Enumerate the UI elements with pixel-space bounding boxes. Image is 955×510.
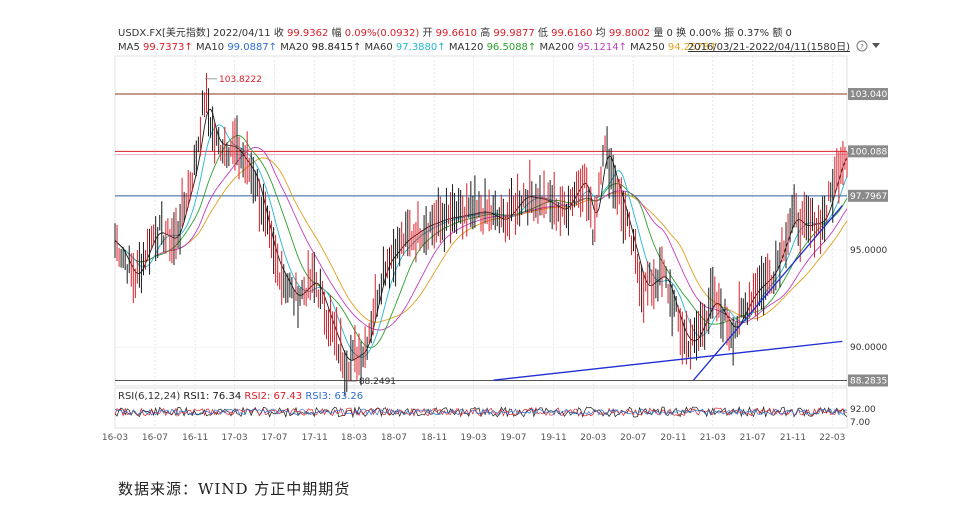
svg-text:?: ? — [860, 43, 864, 51]
header-field: 99.0887↑ — [224, 42, 277, 53]
quote-header: USDX.FX[美元指数] 2022/04/11 收 99.9362 幅 0.0… — [118, 26, 792, 39]
x-tick-label: 16-07 — [142, 433, 168, 443]
header-field: 振 0.37% — [721, 26, 769, 39]
source-caption: 数据来源：WIND 方正中期期货 — [118, 480, 351, 498]
usdx-chart: USDX.FX[美元指数] 2022/04/11 收 99.9362 幅 0.0… — [102, 26, 888, 443]
trendline — [493, 340, 843, 381]
header-field: 94.2578↑ — [665, 42, 718, 53]
x-tick-label: 18-07 — [381, 433, 407, 443]
x-tick-label: 17-03 — [221, 433, 247, 443]
x-tick-label: 17-11 — [302, 433, 328, 443]
x-tick-label: 18-03 — [341, 433, 367, 443]
header-field: MA250 — [627, 42, 665, 53]
rsi-value: RSI2: 67.43 — [244, 391, 305, 402]
header-field: MA120 — [446, 42, 484, 53]
header-field: 96.5088↑ — [483, 42, 536, 53]
x-tick-label: 19-03 — [460, 433, 486, 443]
level-label: 97.7967 — [850, 192, 887, 202]
header-field: 99.6160 — [548, 28, 593, 39]
trendline — [692, 205, 843, 381]
header-field: 99.6610 — [432, 28, 477, 39]
rsi-axis-top: 92.00 — [850, 405, 876, 415]
header-field: 99.9877 — [490, 28, 535, 39]
header-field: 换 0.00% — [673, 26, 721, 39]
level-label: 88.2835 — [850, 376, 887, 386]
x-tick-label: 20-07 — [620, 433, 646, 443]
header-field: 量 0 — [650, 27, 673, 39]
date-range-label[interactable]: 2016/03/21-2022/04/11(1580日) — [688, 42, 850, 53]
level-label-bg — [848, 374, 888, 387]
level-label-bg — [848, 145, 888, 158]
x-tick-label: 19-11 — [541, 433, 567, 443]
header-field: 低 — [535, 26, 548, 39]
header-field: USDX.FX[美元指数] — [118, 26, 210, 39]
header-field: 开 — [419, 28, 432, 39]
header-field: 收 — [271, 26, 284, 39]
x-tick-label: 17-07 — [261, 433, 287, 443]
x-tick-label: 20-03 — [580, 433, 606, 443]
rsi-axis-bottom: 7.00 — [850, 418, 870, 428]
header-field: MA200 — [536, 42, 574, 53]
rsi-line — [114, 405, 848, 419]
ma-header: MA5 99.7373↑ MA10 99.0887↑ MA20 98.8415↑… — [118, 42, 718, 53]
annotation-label: 103.8222 — [219, 75, 262, 85]
header-field: 99.7373↑ — [140, 42, 193, 53]
x-tick-label: 19-07 — [500, 433, 526, 443]
caret-down-icon[interactable] — [872, 43, 880, 48]
rsi-label: RSI(6,12,24) — [118, 391, 183, 402]
header-field: 99.9362 — [284, 28, 329, 39]
x-tick-label: 16-03 — [102, 433, 128, 443]
header-field: MA20 — [277, 42, 308, 53]
header-field: MA5 — [118, 42, 140, 53]
level-label-bg — [848, 88, 888, 101]
x-tick-label: 21-03 — [700, 433, 726, 443]
x-tick-label: 20-11 — [660, 433, 686, 443]
header-field: 幅 — [328, 26, 341, 39]
rsi-line — [114, 406, 848, 417]
header-field: 额 0 — [769, 26, 792, 39]
x-tick-label: 22-03 — [819, 433, 845, 443]
header-field: 均 — [592, 27, 605, 39]
level-label: 100.088 — [850, 147, 887, 157]
rsi-value: RSI1: 76.34 — [183, 391, 244, 402]
header-field: 高 — [477, 26, 490, 39]
header-field: 99.8002 — [606, 28, 651, 39]
x-tick-label: 21-07 — [740, 433, 766, 443]
header-field: MA10 — [193, 42, 224, 53]
y-tick-label: 90.0000 — [850, 343, 887, 353]
x-tick-label: 16-11 — [182, 433, 208, 443]
rsi-header: RSI(6,12,24) RSI1: 76.34 RSI2: 67.43 RSI… — [118, 391, 363, 402]
y-tick-label: 95.0000 — [850, 246, 887, 256]
header-field: 95.1214↑ — [574, 42, 627, 53]
level-label: 103.040 — [850, 90, 887, 100]
rsi-line — [114, 408, 848, 416]
question-circle-icon[interactable]: ? — [856, 40, 868, 52]
header-field: 97.3880↑ — [393, 42, 446, 53]
annotation-label: 88.2491 — [359, 377, 396, 387]
header-field: 0.09%(0.0932) — [342, 28, 420, 39]
header-field: MA60 — [361, 42, 392, 53]
x-tick-label: 21-11 — [780, 433, 806, 443]
x-tick-label: 18-11 — [421, 433, 447, 443]
rsi-value: RSI3: 63.26 — [305, 391, 363, 402]
header-field: 98.8415↑ — [308, 42, 361, 53]
level-label-bg — [848, 189, 888, 202]
header-field: 2022/04/11 — [210, 28, 271, 39]
